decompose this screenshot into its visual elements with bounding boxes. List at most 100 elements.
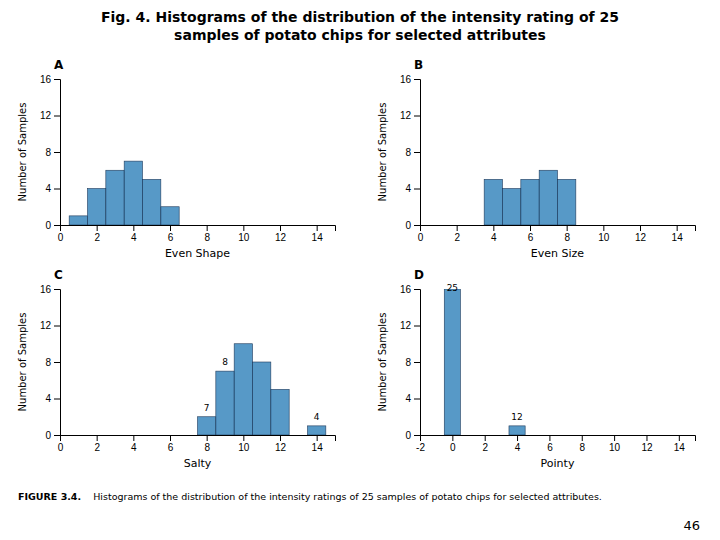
y-axis-line: [414, 290, 421, 436]
bar: [143, 179, 161, 225]
y-tick-mark: [414, 189, 420, 190]
x-axis-title: Salty: [184, 457, 212, 470]
x-tick-mark: [170, 225, 171, 231]
x-tick-label: 2: [94, 232, 100, 243]
x-tick-label: 8: [564, 232, 570, 243]
y-tick-label: 8: [45, 357, 51, 368]
bar: [484, 179, 502, 225]
y-axis: 0481216: [40, 74, 61, 231]
y-tick-label: 16: [40, 74, 52, 85]
panel-label: A: [54, 58, 64, 72]
x-tick-label: 6: [528, 232, 534, 243]
y-tick-label: 16: [40, 284, 52, 295]
y-tick: 16: [40, 74, 60, 85]
bar: [444, 289, 460, 435]
y-tick-mark: [54, 326, 60, 327]
x-tick-label: 8: [204, 232, 210, 243]
x-tick-mark: [317, 435, 318, 441]
x-tick-label: 8: [579, 442, 585, 453]
x-tick-mark: [582, 435, 583, 441]
y-axis-line: [54, 290, 61, 436]
x-tick-mark: [567, 225, 568, 231]
x-tick-label: 0: [58, 232, 64, 243]
x-tick-mark: [207, 225, 208, 231]
y-tick-label: 8: [45, 147, 51, 158]
x-tick: 6: [168, 435, 174, 453]
x-tick: 4: [131, 435, 137, 453]
y-tick-label: 12: [40, 320, 52, 331]
x-tick-mark: [280, 435, 281, 441]
y-tick: 8: [45, 147, 60, 158]
bar: [558, 179, 576, 225]
plot-area: [444, 289, 525, 435]
y-tick-mark: [414, 79, 420, 80]
x-tick: 10: [609, 435, 621, 453]
x-tick: 8: [204, 225, 210, 243]
subplot: 024681012140481216Even SizeNumber of Sam…: [377, 58, 696, 260]
x-tick-mark: [457, 225, 458, 231]
x-axis-line: [421, 226, 696, 232]
y-axis-title: Number of Samples: [17, 103, 28, 202]
y-tick-label: 8: [405, 357, 411, 368]
plot-area: [484, 170, 576, 225]
x-tick: 8: [564, 225, 570, 243]
panel-label: D: [414, 268, 424, 282]
y-tick-label: 12: [400, 110, 412, 121]
y-tick-mark: [414, 362, 420, 363]
y-tick-label: 16: [400, 74, 412, 85]
bar: [521, 179, 539, 225]
x-tick-mark: [485, 435, 486, 441]
x-tick: 12: [635, 225, 647, 243]
x-tick: 6: [168, 225, 174, 243]
panel-label: C: [54, 268, 63, 282]
y-tick-mark: [54, 362, 60, 363]
bar: [216, 371, 234, 435]
x-tick-mark: [317, 225, 318, 231]
title: samples of potato chips for selected att…: [174, 27, 546, 43]
x-tick-label: 14: [672, 232, 684, 243]
bar: [460, 435, 476, 436]
x-tick: 8: [204, 435, 210, 453]
x-tick: 14: [672, 225, 684, 243]
bar: [253, 362, 271, 435]
x-tick-mark: [679, 435, 680, 441]
x-tick-mark: [530, 225, 531, 231]
x-tick-label: 14: [312, 442, 324, 453]
x-tick: 4: [515, 435, 521, 453]
bar: [477, 435, 493, 436]
annotation: 12: [511, 412, 522, 422]
bar: [234, 344, 252, 435]
caption: FIGURE 3.4. Histograms of the distributi…: [18, 491, 602, 502]
x-tick-label: 6: [168, 442, 174, 453]
x-tick-label: 4: [515, 442, 521, 453]
y-tick-mark: [54, 435, 60, 436]
bar: [539, 170, 557, 225]
x-tick: 4: [491, 225, 497, 243]
x-tick: 14: [312, 435, 324, 453]
bar: [161, 207, 179, 225]
bar: [198, 417, 216, 435]
x-tick: -2: [416, 435, 425, 453]
x-tick: 2: [482, 435, 488, 453]
y-axis-line: [414, 80, 421, 226]
x-tick-label: 4: [491, 232, 497, 243]
x-tick: 14: [674, 435, 686, 453]
x-axis: -202468101214: [416, 435, 695, 453]
y-tick: 16: [40, 284, 60, 295]
x-axis: 02468101214: [58, 225, 336, 243]
x-tick-label: 2: [454, 232, 460, 243]
x-tick-mark: [640, 225, 641, 231]
x-tick-label: 10: [238, 232, 250, 243]
subplot: 024681012140481216Even ShapeNumber of Sa…: [17, 58, 336, 260]
x-tick: 10: [238, 225, 250, 243]
y-tick: 12: [400, 320, 420, 331]
x-tick-mark: [133, 435, 134, 441]
y-tick: 8: [405, 147, 420, 158]
y-tick-mark: [54, 289, 60, 290]
y-tick-mark: [414, 435, 420, 436]
x-axis-title: Pointy: [541, 457, 575, 470]
bar: [88, 189, 106, 226]
x-tick-label: 14: [312, 232, 324, 243]
y-tick-label: 12: [400, 320, 412, 331]
y-tick-label: 4: [405, 393, 411, 404]
